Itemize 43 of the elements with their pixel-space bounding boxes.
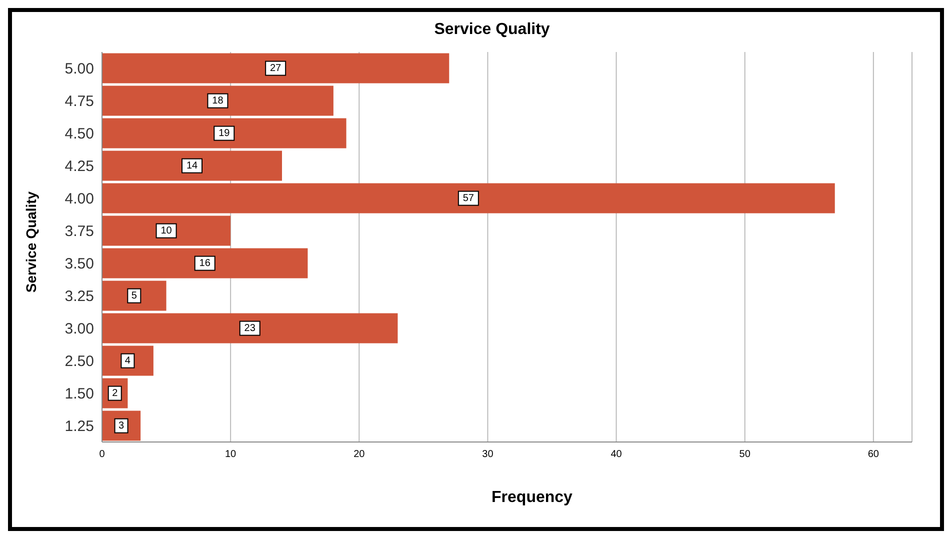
x-axis-title: Frequency: [492, 489, 573, 506]
y-tick-label: 4.50: [64, 126, 94, 143]
data-label: 16: [199, 258, 211, 269]
y-tick-label: 4.75: [64, 93, 94, 110]
y-tick-label: 4.25: [64, 158, 94, 176]
y-tick-label: 2.50: [64, 353, 94, 370]
data-label: 23: [244, 322, 256, 334]
bar: [102, 216, 231, 246]
x-tick-label: 0: [99, 449, 106, 460]
y-tick-label: 1.50: [64, 386, 94, 403]
x-tick-label: 20: [354, 449, 366, 460]
data-label: 18: [212, 95, 224, 106]
bar: [102, 313, 398, 344]
y-tick-label: 1.25: [64, 418, 94, 436]
bar: [102, 150, 282, 181]
y-tick-label: 3.75: [64, 223, 94, 240]
data-label: 14: [186, 160, 198, 172]
x-tick-label: 60: [868, 449, 880, 460]
bar: [102, 86, 334, 116]
data-label: 10: [160, 225, 172, 236]
bar: [102, 118, 346, 148]
y-axis-title: Service Quality: [23, 191, 39, 293]
data-label: 2: [112, 388, 118, 399]
x-tick-label: 10: [225, 449, 237, 460]
y-tick-label: 3.50: [64, 256, 94, 273]
bar: [102, 248, 308, 278]
y-tick-label: 3.25: [64, 288, 94, 306]
chart-title: Service Quality: [434, 21, 550, 38]
x-tick-label: 40: [610, 449, 622, 460]
data-label: 19: [218, 128, 230, 139]
bar: [102, 183, 835, 214]
data-label: 4: [124, 355, 131, 366]
data-label: 27: [270, 62, 282, 74]
bar: [102, 280, 166, 311]
y-tick-label: 5.00: [64, 60, 94, 78]
x-tick-label: 30: [482, 449, 494, 460]
y-tick-label: 4.00: [64, 190, 94, 208]
y-tick-label: 3.00: [64, 320, 94, 338]
data-label: 57: [462, 192, 474, 204]
bar: [102, 53, 450, 84]
x-tick-label: 50: [739, 449, 751, 460]
data-label: 5: [131, 290, 138, 302]
data-label: 3: [118, 420, 125, 432]
